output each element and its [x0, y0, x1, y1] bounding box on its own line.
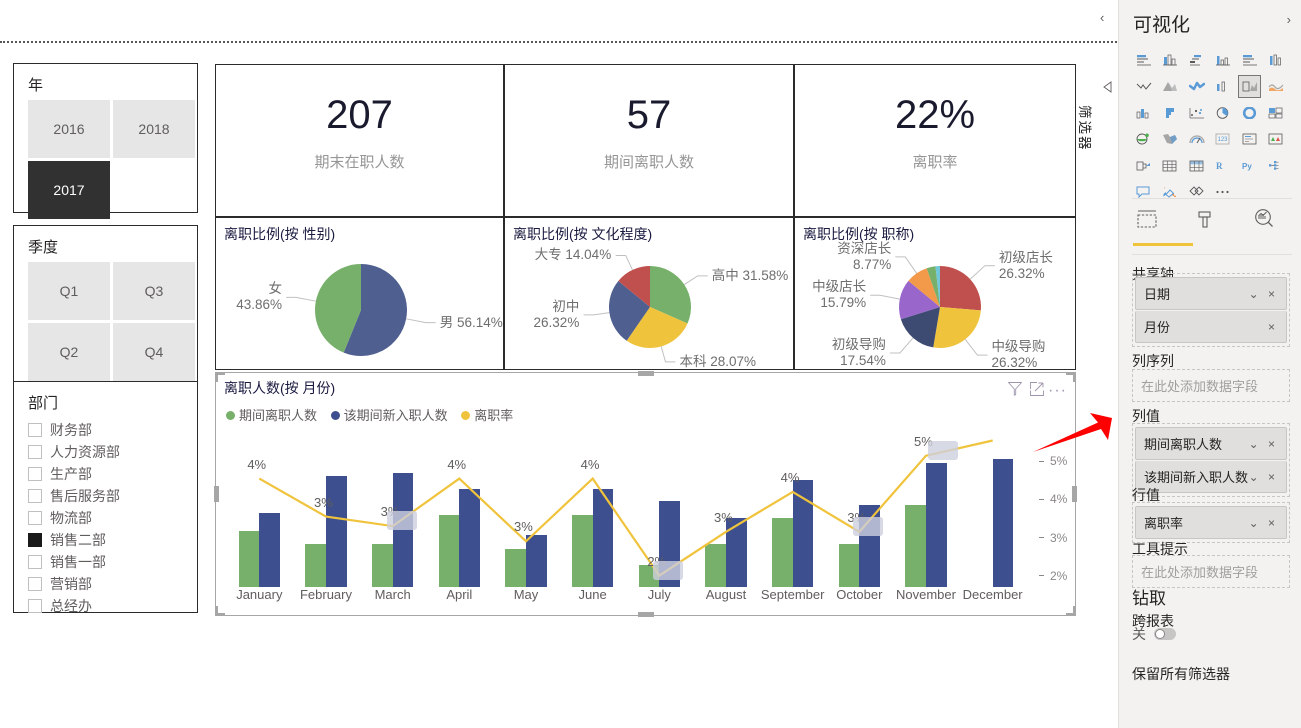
svg-text:Py: Py [1242, 162, 1252, 171]
svg-text:R: R [1216, 161, 1223, 171]
svg-text:123: 123 [1217, 137, 1228, 143]
